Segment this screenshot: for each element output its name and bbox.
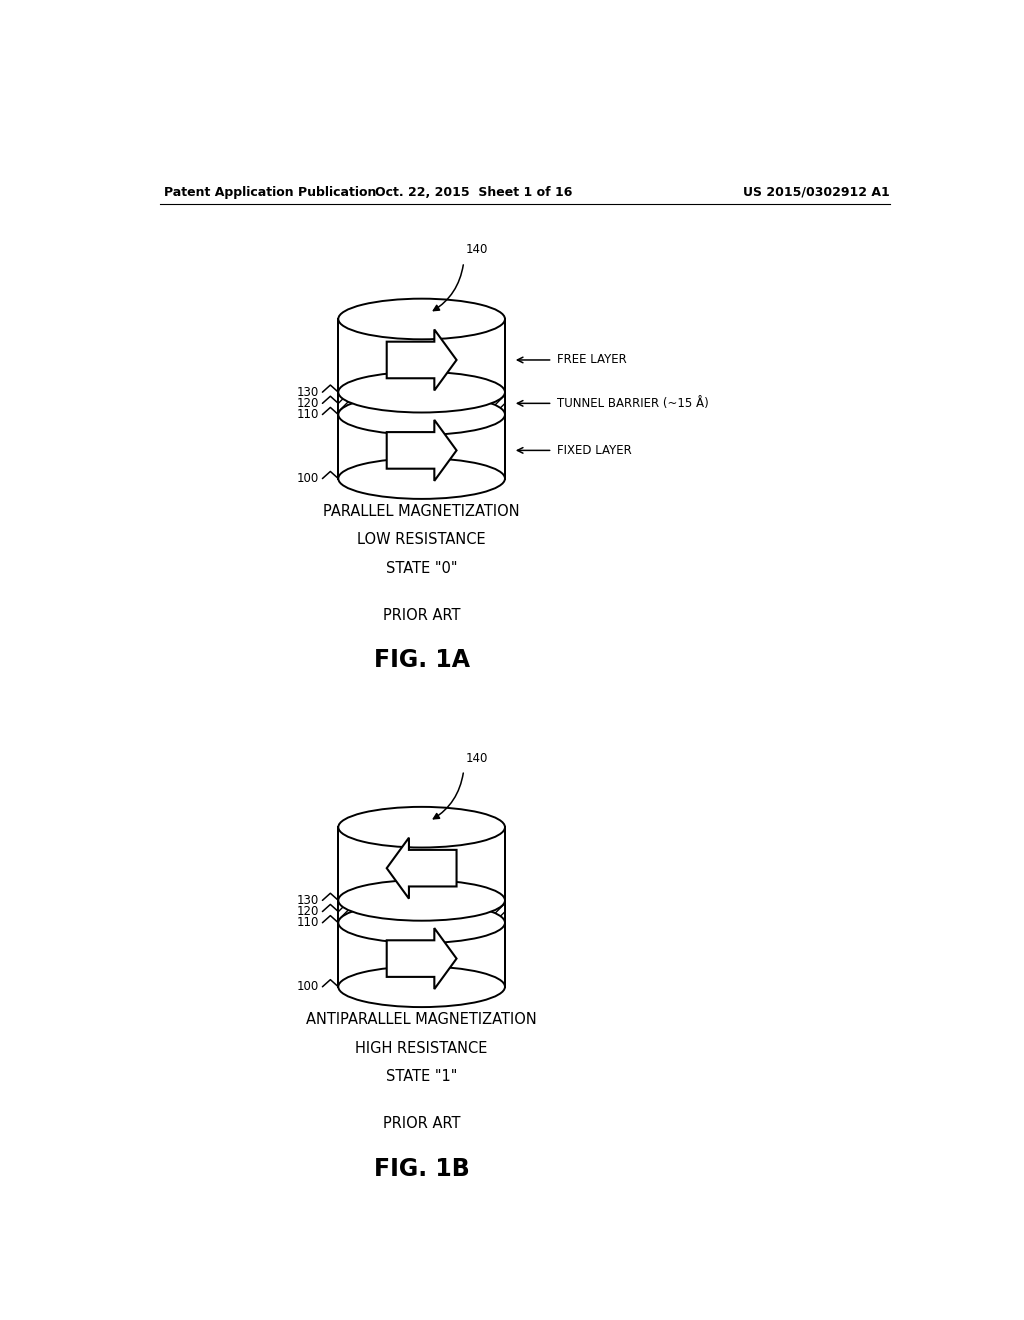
Ellipse shape — [338, 298, 505, 339]
Polygon shape — [338, 392, 505, 414]
Text: STATE "0": STATE "0" — [386, 561, 458, 576]
Text: ANTIPARALLEL MAGNETIZATION: ANTIPARALLEL MAGNETIZATION — [306, 1012, 537, 1027]
Text: 140: 140 — [465, 751, 487, 764]
Text: 110: 110 — [297, 408, 319, 421]
Polygon shape — [387, 330, 457, 391]
Text: LOW RESISTANCE: LOW RESISTANCE — [357, 532, 486, 548]
Ellipse shape — [338, 880, 505, 921]
Text: PRIOR ART: PRIOR ART — [383, 1115, 461, 1131]
Text: TUNNEL BARRIER (~15 Å): TUNNEL BARRIER (~15 Å) — [557, 397, 709, 409]
Text: 130: 130 — [297, 894, 319, 907]
Polygon shape — [338, 900, 505, 923]
Text: STATE "1": STATE "1" — [386, 1069, 458, 1084]
Ellipse shape — [338, 807, 505, 847]
Ellipse shape — [338, 458, 505, 499]
Polygon shape — [387, 420, 457, 480]
Text: PRIOR ART: PRIOR ART — [383, 607, 461, 623]
Polygon shape — [338, 900, 505, 923]
Ellipse shape — [338, 903, 505, 942]
Text: FIG. 1A: FIG. 1A — [374, 648, 470, 672]
Text: 100: 100 — [297, 473, 319, 484]
Text: PARALLEL MAGNETIZATION: PARALLEL MAGNETIZATION — [324, 504, 520, 519]
Polygon shape — [338, 923, 505, 987]
Polygon shape — [338, 319, 505, 392]
Polygon shape — [338, 414, 505, 479]
Text: 130: 130 — [297, 385, 319, 399]
Text: FREE LAYER: FREE LAYER — [557, 354, 627, 367]
Text: US 2015/0302912 A1: US 2015/0302912 A1 — [743, 186, 890, 199]
Text: 100: 100 — [297, 981, 319, 993]
Text: 140: 140 — [465, 243, 487, 256]
Text: HIGH RESISTANCE: HIGH RESISTANCE — [355, 1040, 487, 1056]
Text: FIXED LAYER: FIXED LAYER — [557, 444, 631, 457]
Text: Patent Application Publication: Patent Application Publication — [164, 186, 376, 199]
Polygon shape — [338, 828, 505, 900]
Text: 110: 110 — [297, 916, 319, 929]
Polygon shape — [387, 928, 457, 989]
Polygon shape — [338, 392, 505, 414]
Polygon shape — [387, 838, 457, 899]
Ellipse shape — [338, 966, 505, 1007]
Text: FIG. 1B: FIG. 1B — [374, 1156, 470, 1180]
Text: Oct. 22, 2015  Sheet 1 of 16: Oct. 22, 2015 Sheet 1 of 16 — [375, 186, 571, 199]
Text: 120: 120 — [297, 397, 319, 409]
Ellipse shape — [338, 395, 505, 434]
Text: 120: 120 — [297, 906, 319, 917]
Ellipse shape — [338, 372, 505, 412]
